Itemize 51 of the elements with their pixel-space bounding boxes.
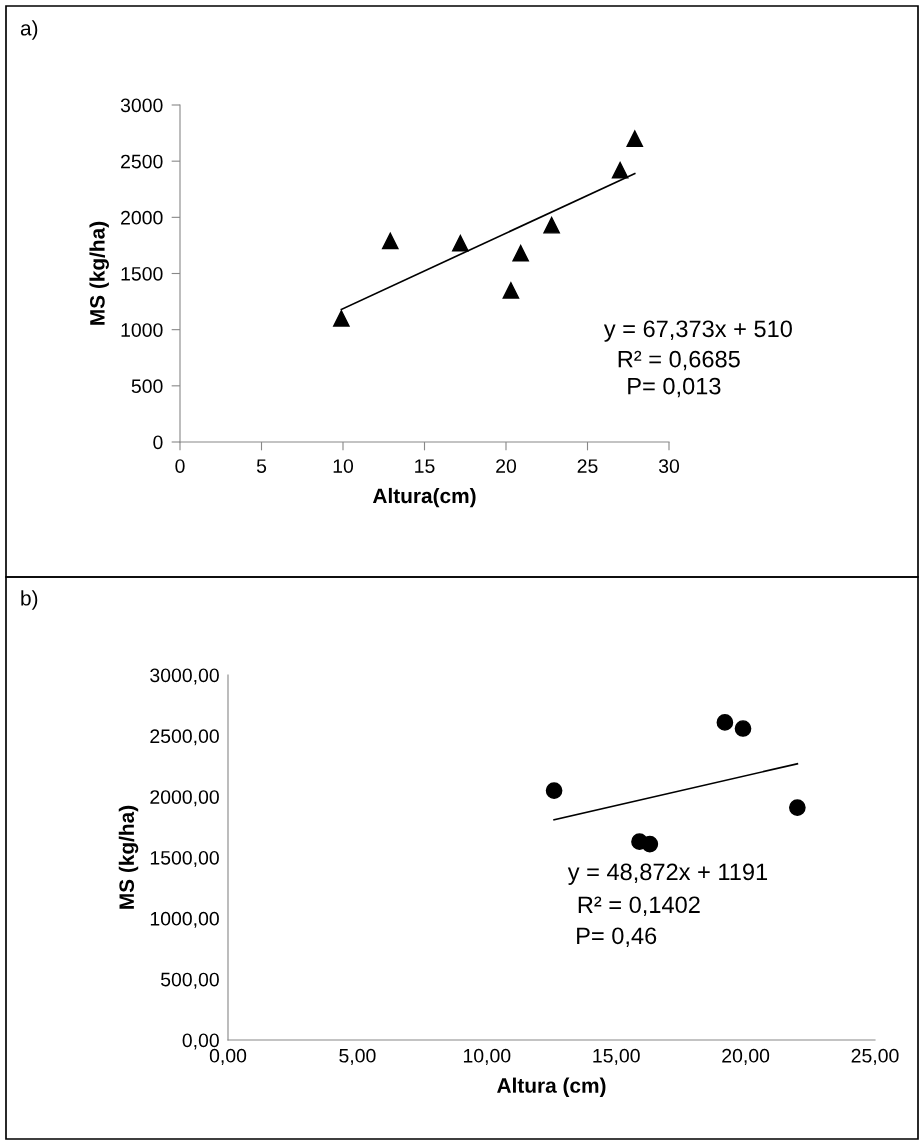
x-tick-label: 30 bbox=[658, 459, 680, 473]
y-tick-label: 2500,00 bbox=[150, 729, 219, 746]
y-tick-label: 3000 bbox=[120, 98, 163, 113]
point bbox=[502, 282, 520, 299]
x-tick-label: 20,00 bbox=[722, 1048, 770, 1065]
x-tick-label: 10,00 bbox=[463, 1048, 511, 1065]
annotation: y = 67,373x + 510 bbox=[603, 320, 792, 342]
y-tick-label: 2500 bbox=[121, 154, 163, 169]
y-tick-label: 500 bbox=[131, 379, 163, 394]
x-tick-label: 5,00 bbox=[339, 1048, 376, 1065]
y-tick-label: 2000,00 bbox=[150, 790, 219, 807]
y-tick-label: 3000,00 bbox=[150, 668, 219, 685]
annotation: R² = 0,1402 bbox=[578, 896, 700, 916]
y-tick-label: 0 bbox=[153, 435, 163, 450]
y-tick-label: 1500 bbox=[121, 266, 163, 281]
y-tick-label: 1000,00 bbox=[150, 911, 219, 928]
point bbox=[716, 714, 734, 731]
x-tick-label: 10 bbox=[333, 459, 354, 473]
x-tick-label: 15,00 bbox=[593, 1048, 640, 1065]
point bbox=[543, 216, 560, 234]
point bbox=[452, 234, 469, 252]
annotation: P= 0,46 bbox=[577, 927, 657, 947]
x-tick-label: 20 bbox=[496, 459, 517, 473]
point bbox=[734, 720, 752, 737]
x-tick-label: 25,00 bbox=[851, 1048, 899, 1065]
point bbox=[641, 835, 659, 853]
annotation: R² = 0,6685 bbox=[618, 350, 740, 371]
x-axis-title: Altura (cm) bbox=[497, 1077, 606, 1097]
y-axis-title: MS (kg/ha) bbox=[89, 221, 109, 325]
point bbox=[626, 130, 644, 148]
text: b) bbox=[21, 590, 38, 610]
y-axis-title: MS (kg/ha) bbox=[118, 805, 139, 909]
point bbox=[381, 232, 399, 250]
y-tick-label: 2000 bbox=[121, 210, 163, 225]
point bbox=[333, 310, 350, 327]
point bbox=[611, 161, 629, 179]
annotation: P= 0,013 bbox=[628, 377, 721, 398]
x-tick-label: 15 bbox=[415, 459, 435, 473]
x-tick-label: 0,00 bbox=[209, 1048, 247, 1065]
x-axis-title: Altura(cm) bbox=[372, 487, 476, 508]
point bbox=[512, 244, 530, 262]
annotation: y = 48,872x + 1191 bbox=[567, 863, 768, 885]
y-tick-label: 500,00 bbox=[160, 972, 219, 989]
y-tick-label: 1000 bbox=[121, 323, 163, 337]
point bbox=[545, 782, 563, 799]
x-tick-label: 5 bbox=[256, 459, 267, 473]
chart-title: a) bbox=[20, 20, 38, 40]
point bbox=[789, 799, 806, 816]
y-tick-label: 0,00 bbox=[182, 1033, 219, 1050]
y-tick-label: 1500,00 bbox=[150, 850, 219, 868]
x-tick-label: 25 bbox=[577, 459, 598, 473]
